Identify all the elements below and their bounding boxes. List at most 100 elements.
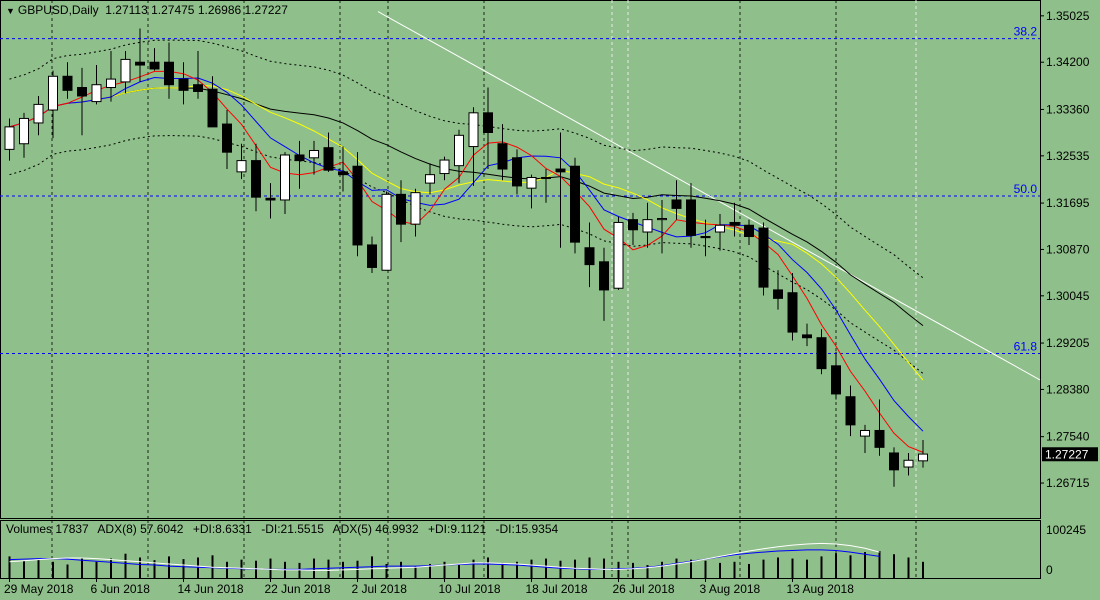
candle-body xyxy=(338,171,348,176)
adx-signal-line xyxy=(9,542,880,571)
price-tick-label: 1.32535 xyxy=(1046,149,1090,163)
current-price-tag xyxy=(1042,447,1098,462)
candle-body xyxy=(294,154,305,162)
candle-body xyxy=(526,176,537,189)
candle-body xyxy=(468,112,479,148)
candle-body xyxy=(918,453,928,462)
candle-body xyxy=(671,199,682,209)
candle-body xyxy=(164,61,174,86)
date-tick-label: 2 Jul 2018 xyxy=(352,582,408,596)
candle-body xyxy=(410,192,421,225)
candle-body xyxy=(889,452,899,471)
candle-body xyxy=(729,221,740,226)
symbol-label: GBPUSD,Daily xyxy=(17,3,99,17)
candle-body xyxy=(570,165,580,243)
candle-body xyxy=(236,160,247,173)
candle-body xyxy=(425,174,435,184)
di5-minus-label: -DI:15.9354 xyxy=(495,522,559,536)
candle-body xyxy=(207,88,218,128)
price-tick-label: 1.35025 xyxy=(1046,9,1090,23)
candle-body xyxy=(802,334,812,339)
candle-body xyxy=(222,123,232,153)
candle-body xyxy=(541,176,551,179)
ohlc-values: 1.27113 1.27475 1.26986 1.27227 xyxy=(105,3,288,17)
sma-black-line xyxy=(9,87,924,326)
candle-body xyxy=(715,224,725,233)
candle-body xyxy=(599,261,609,291)
candle-body xyxy=(265,197,276,201)
price-tick-label: 1.30045 xyxy=(1046,289,1090,303)
candle-body xyxy=(874,429,885,448)
di8-plus-label: +DI:8.6331 xyxy=(192,522,252,536)
date-tick-label: 18 Jul 2018 xyxy=(526,582,588,596)
candle-body xyxy=(628,219,638,231)
candle-body xyxy=(77,87,87,97)
candle-body xyxy=(860,429,870,437)
candle-body xyxy=(584,247,595,266)
dropdown-triangle-icon[interactable]: ▼ xyxy=(6,6,15,16)
candle-body xyxy=(700,236,711,239)
date-tick-label: 22 Jun 2018 xyxy=(265,582,331,596)
price-tick-label: 1.30870 xyxy=(1046,242,1090,256)
candle-body xyxy=(831,365,841,395)
sma-yellow-line xyxy=(9,84,924,381)
date-tick-label: 6 Jun 2018 xyxy=(91,582,151,596)
price-tick-label: 1.31695 xyxy=(1046,196,1090,210)
sma-blue-line xyxy=(9,76,924,432)
candle-body xyxy=(642,219,653,233)
candle-body xyxy=(613,221,624,289)
subwindow-frame xyxy=(0,520,1041,579)
current-price-label: 1.27227 xyxy=(1045,447,1089,461)
date-tick-label: 13 Aug 2018 xyxy=(787,582,855,596)
date-tick-label: 3 Aug 2018 xyxy=(700,582,761,596)
candle-body xyxy=(19,117,29,145)
di8-minus-label: -DI:21.5515 xyxy=(261,522,324,536)
candle-body xyxy=(758,227,769,288)
date-tick-label: 26 Jul 2018 xyxy=(613,582,675,596)
candle-body xyxy=(251,160,261,198)
candle-body xyxy=(903,459,914,468)
candle-body xyxy=(483,112,493,133)
candle-body xyxy=(787,292,798,333)
subwindow-scale-bottom: 0 xyxy=(1046,563,1053,577)
candle-body xyxy=(135,61,145,66)
candle-body xyxy=(149,61,160,70)
envelope-upper xyxy=(9,39,924,279)
candle-body xyxy=(381,193,392,271)
price-tick-label: 1.29205 xyxy=(1046,336,1090,350)
candle-body xyxy=(497,143,508,170)
candle-body xyxy=(686,199,696,236)
chart-header: ▼ GBPUSD,Daily 1.27113 1.27475 1.26986 1.… xyxy=(6,3,288,17)
candle-body xyxy=(193,84,203,92)
candle-body xyxy=(845,396,856,426)
candle-body xyxy=(439,159,450,175)
candle-body xyxy=(106,78,116,89)
candle-body xyxy=(512,157,522,187)
price-tick-label: 1.33360 xyxy=(1046,102,1090,116)
date-tick-label: 10 Jul 2018 xyxy=(439,582,501,596)
candle-body xyxy=(367,244,377,268)
candle-body xyxy=(454,134,464,167)
fib-level-label: 38.2 xyxy=(1014,25,1038,39)
price-tick-label: 1.34200 xyxy=(1046,55,1090,69)
date-tick-label: 14 Jun 2018 xyxy=(178,582,244,596)
candle-body xyxy=(4,126,15,150)
sma-red-line xyxy=(9,70,924,453)
price-tick-label: 1.27540 xyxy=(1046,430,1090,444)
candle-body xyxy=(91,84,102,103)
candle-body xyxy=(178,78,189,91)
candle-body xyxy=(816,337,827,370)
candle-body xyxy=(309,149,319,159)
di5-plus-label: +DI:9.1121 xyxy=(428,522,487,536)
price-tick-label: 1.28380 xyxy=(1046,382,1090,396)
fib-level-label: 61.8 xyxy=(1014,339,1038,353)
main-plot-frame xyxy=(0,0,1041,519)
subwindow-header: Volumes 17837 ADX(8) 57.6042 +DI:8.6331 … xyxy=(6,522,564,536)
candle-body xyxy=(120,58,131,83)
candle-body xyxy=(323,147,334,171)
fib-level-label: 50.0 xyxy=(1014,182,1038,196)
adx5-label: ADX(5) 46.9932 xyxy=(332,522,419,536)
candle-body xyxy=(773,289,783,299)
candle-body xyxy=(48,75,58,111)
